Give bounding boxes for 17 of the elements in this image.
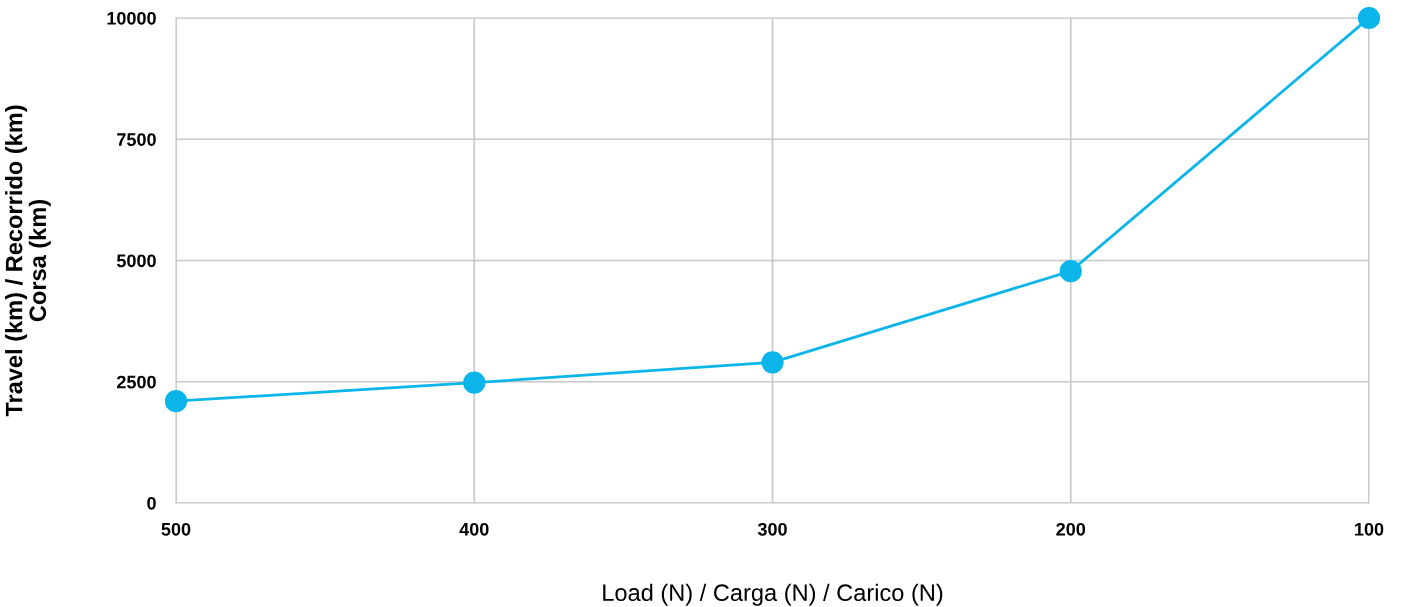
point bbox=[1357, 6, 1381, 30]
x-axis-title: Load (N) / Carga (N) / Carico (N) bbox=[603, 583, 943, 606]
x-tick-label: 500 bbox=[161, 522, 191, 536]
x-tick-label: 100 bbox=[1355, 522, 1384, 536]
y-tick-label: 5000 bbox=[116, 254, 156, 268]
y-tick-label: 10000 bbox=[107, 11, 156, 25]
x-tick-label: 400 bbox=[459, 522, 489, 536]
point bbox=[761, 351, 784, 374]
point bbox=[164, 390, 188, 413]
x-tick-label: 300 bbox=[757, 522, 787, 536]
y-tick-label: 0 bbox=[147, 496, 156, 510]
point bbox=[1059, 260, 1082, 283]
y-tick-label: 2500 bbox=[117, 375, 156, 389]
y-tick-label: 7500 bbox=[117, 133, 156, 146]
point bbox=[463, 371, 486, 394]
x-tick-label: 200 bbox=[1056, 522, 1086, 536]
y-axis-title: Travel (km) / Recorrido (km) Corsa (km) bbox=[5, 105, 51, 417]
